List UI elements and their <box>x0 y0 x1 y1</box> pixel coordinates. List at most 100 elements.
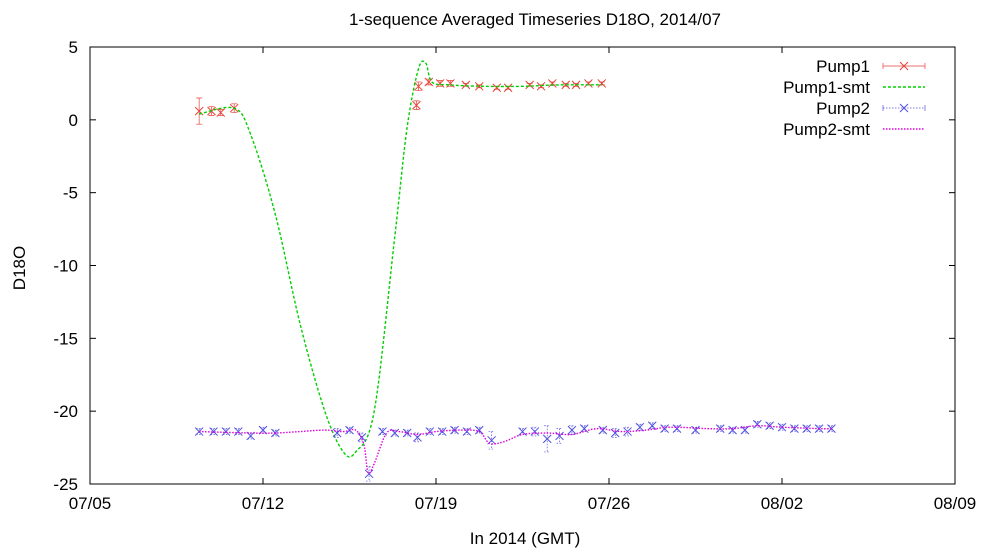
y-tick-label: 0 <box>69 111 78 130</box>
data-point <box>492 83 502 93</box>
y-tick-label: -10 <box>53 257 78 276</box>
error-bar <box>196 428 203 435</box>
error-bar <box>599 426 606 434</box>
error-bar <box>426 428 433 435</box>
error-bar <box>346 426 353 434</box>
y-axis-label: D18O <box>10 246 29 290</box>
data-point <box>542 434 552 444</box>
y-tick-label: -15 <box>53 329 78 348</box>
data-point <box>474 425 484 435</box>
series-line <box>199 60 602 458</box>
y-tick-label: 5 <box>69 38 78 57</box>
legend-marker <box>899 103 909 113</box>
data-point <box>740 425 750 435</box>
data-point <box>364 469 374 479</box>
data-point <box>518 427 527 436</box>
error-bar <box>476 426 483 434</box>
data-point <box>827 424 836 434</box>
y-tick-label: -20 <box>53 402 78 421</box>
series-pump2-smt <box>199 425 832 474</box>
data-point <box>691 425 700 435</box>
data-point <box>221 427 231 436</box>
error-bar <box>754 421 761 428</box>
error-bar <box>404 429 411 437</box>
error-bar <box>816 425 823 432</box>
data-point <box>777 422 787 432</box>
legend-label: Pump2 <box>816 99 870 118</box>
data-point <box>233 427 243 436</box>
series-line <box>199 425 832 474</box>
x-tick-label: 07/12 <box>242 494 285 513</box>
x-tick-label: 08/02 <box>761 494 804 513</box>
error-bar <box>717 425 724 432</box>
x-tick-label: 07/19 <box>415 494 458 513</box>
legend-label: Pump2-smt <box>783 120 870 139</box>
data-point <box>536 81 546 91</box>
x-tick-label: 08/09 <box>934 494 977 513</box>
error-bar <box>391 429 398 437</box>
x-axis-label: In 2014 (GMT) <box>470 529 581 548</box>
data-point <box>525 80 535 90</box>
data-point <box>728 425 737 435</box>
error-bar <box>581 425 588 432</box>
data-point <box>530 427 540 436</box>
error-bar <box>235 428 242 435</box>
data-point <box>571 80 581 90</box>
legend: Pump1 Pump1-smt Pump2 Pump2-smt <box>783 57 926 139</box>
error-bar <box>828 425 835 432</box>
data-point <box>584 79 593 88</box>
error-bar <box>779 423 785 431</box>
data-point <box>765 421 774 431</box>
error-bar <box>661 425 668 432</box>
data-point <box>752 419 762 429</box>
error-bar <box>439 428 446 435</box>
data-point <box>548 79 557 88</box>
y-tick-label: -5 <box>63 184 78 203</box>
data-point <box>209 427 218 436</box>
data-point <box>414 81 423 91</box>
legend-swatch-cap <box>882 63 926 69</box>
x-axis-ticks: 07/05 07/12 07/19 07/26 08/02 08/09 <box>69 47 977 513</box>
data-point <box>412 100 421 110</box>
x-tick-label: 07/05 <box>69 494 112 513</box>
x-tick-label: 07/26 <box>588 494 631 513</box>
data-point <box>597 79 607 88</box>
error-bar <box>210 428 217 435</box>
series-pump1 <box>194 77 607 125</box>
error-bar <box>673 425 680 432</box>
chart-title: 1-sequence Averaged Timeseries D18O, 201… <box>349 10 721 29</box>
error-bar <box>463 428 470 435</box>
data-point <box>435 79 445 88</box>
data-point <box>598 425 608 435</box>
legend-swatch-cap <box>882 105 926 111</box>
data-point <box>424 77 434 87</box>
data-point <box>450 425 459 435</box>
data-point <box>216 108 226 117</box>
legend-label: Pump1 <box>816 57 870 76</box>
data-point <box>437 427 447 436</box>
legend-marker <box>899 61 909 71</box>
data-point <box>461 80 471 90</box>
data-point <box>390 428 400 438</box>
error-bar <box>803 425 810 432</box>
error-bar <box>791 425 798 432</box>
data-point <box>446 79 455 88</box>
y-tick-label: -25 <box>53 475 78 494</box>
series-pump2 <box>194 419 836 482</box>
error-bar <box>379 428 386 435</box>
legend-label: Pump1-smt <box>783 78 870 97</box>
error-bar <box>692 426 699 434</box>
error-bar <box>451 426 458 434</box>
error-bar <box>222 428 229 435</box>
data-point <box>561 80 571 90</box>
data-point <box>378 427 387 436</box>
error-bar <box>488 431 495 450</box>
data-point <box>672 424 682 434</box>
data-point <box>503 83 513 93</box>
y-axis-ticks: 5 0 -5 -10 -15 -20 -25 <box>53 38 955 494</box>
plot-series <box>194 60 836 482</box>
series-pump1-smt <box>199 60 602 458</box>
data-point <box>402 428 412 438</box>
data-point <box>660 424 669 434</box>
